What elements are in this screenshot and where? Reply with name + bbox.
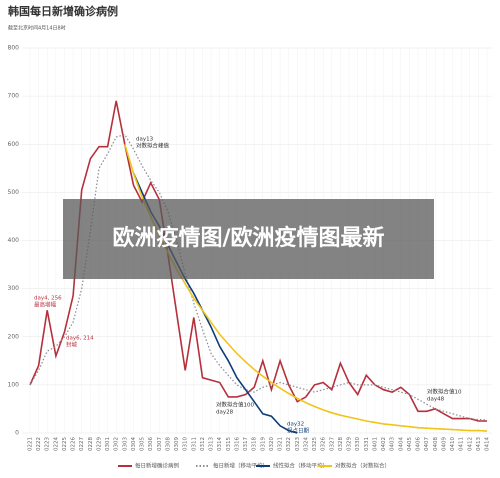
x-tick-label: 0402: [381, 437, 387, 451]
annotation: day13: [136, 137, 154, 143]
annotation: day32: [287, 422, 304, 428]
x-tick-label: 0322: [286, 437, 292, 451]
x-tick-label: 0318: [252, 437, 258, 451]
x-tick-label: 0308: [165, 437, 171, 451]
x-tick-label: 0224: [53, 437, 59, 451]
x-tick-label: 0329: [347, 437, 353, 451]
x-tick-label: 0412: [467, 437, 473, 451]
annotation: 最高增幅: [34, 301, 57, 309]
x-tick-label: 0305: [140, 437, 146, 451]
x-tick-label: 0407: [424, 437, 430, 451]
x-tick-label: 0326: [321, 437, 327, 451]
x-tick-label: 0227: [79, 437, 85, 451]
x-tick-label: 0313: [209, 437, 215, 451]
annotation: 对数拟合峰值: [136, 142, 170, 150]
x-tick-label: 0408: [433, 437, 439, 451]
x-tick-label: 0413: [476, 437, 482, 451]
x-tick-label: 0306: [148, 437, 154, 451]
x-tick-label: 0225: [62, 437, 68, 451]
y-tick-label: 400: [8, 237, 20, 244]
x-tick-label: 0316: [234, 437, 240, 451]
x-tick-label: 0312: [200, 437, 206, 451]
x-tick-label: 0404: [398, 437, 404, 451]
x-tick-label: 0321: [278, 437, 284, 451]
x-tick-label: 0327: [329, 437, 335, 451]
y-tick-label: 500: [8, 189, 20, 196]
x-tick-label: 0307: [157, 437, 163, 451]
x-tick-label: 0311: [191, 437, 197, 451]
x-tick-label: 0331: [364, 437, 370, 451]
x-tick-label: 0320: [269, 437, 275, 451]
legend-label: 对数拟合（对数拟合）: [335, 462, 390, 470]
x-tick-label: 0410: [450, 437, 456, 451]
x-tick-label: 0325: [312, 437, 318, 451]
x-tick-label: 0330: [355, 437, 361, 451]
x-tick-label: 0301: [105, 437, 111, 451]
x-tick-label: 0319: [260, 437, 266, 451]
x-tick-label: 0323: [295, 437, 301, 451]
x-tick-label: 0302: [114, 437, 120, 451]
x-tick-label: 0414: [485, 437, 491, 451]
annotation: day4, 256: [34, 296, 62, 302]
y-tick-label: 600: [8, 141, 20, 148]
x-tick-label: 0405: [407, 437, 413, 451]
chart-subtitle: 截至北京时间4月14日8时: [8, 25, 66, 32]
x-tick-label: 0411: [459, 437, 465, 451]
x-tick-label: 0229: [96, 437, 102, 451]
x-tick-label: 0315: [226, 437, 232, 451]
y-tick-label: 200: [8, 333, 20, 340]
annotation: 对数拟合值100: [216, 401, 254, 409]
annotation: 封城: [66, 341, 78, 349]
x-tick-label: 0317: [243, 437, 249, 451]
chart-title: 韩国每日新增确诊病例: [8, 4, 118, 18]
x-tick-label: 0303: [122, 437, 128, 451]
y-tick-label: 300: [8, 285, 20, 292]
x-tick-label: 0314: [217, 437, 223, 451]
x-tick-label: 0310: [183, 437, 189, 451]
y-tick-label: 700: [8, 93, 20, 100]
x-tick-label: 0309: [174, 437, 180, 451]
y-tick-label: 100: [8, 381, 20, 388]
y-tick-label: 0: [15, 430, 19, 437]
x-tick-label: 0304: [131, 437, 137, 451]
annotation: day48: [427, 397, 445, 403]
annotation: 对数拟合值10: [427, 388, 462, 396]
annotation: day6, 214: [66, 336, 94, 342]
series-line: [124, 144, 488, 432]
x-tick-label: 0401: [372, 437, 378, 451]
x-tick-label: 0406: [416, 437, 422, 451]
legend-label: 每日新增确诊病例: [135, 462, 180, 470]
x-tick-label: 0328: [338, 437, 344, 451]
x-tick-label: 0222: [36, 437, 42, 451]
overlay-banner: 欧洲疫情图/欧洲疫情图最新: [63, 199, 434, 279]
x-tick-label: 0403: [390, 437, 396, 451]
annotation: day28: [216, 410, 234, 416]
x-tick-label: 0223: [45, 437, 51, 451]
legend-label: 每日新增（移动平均）: [213, 462, 268, 470]
x-tick-label: 0324: [303, 437, 309, 451]
legend-label: 线性拟合（移动平均）: [273, 462, 328, 470]
x-tick-label: 0228: [88, 437, 94, 451]
x-tick-label: 0226: [71, 437, 77, 451]
y-tick-label: 800: [8, 45, 20, 52]
series-line: [29, 100, 487, 422]
x-tick-label: 0221: [28, 437, 34, 451]
annotation: 拐点日期: [287, 427, 310, 435]
x-tick-label: 0409: [441, 437, 447, 451]
